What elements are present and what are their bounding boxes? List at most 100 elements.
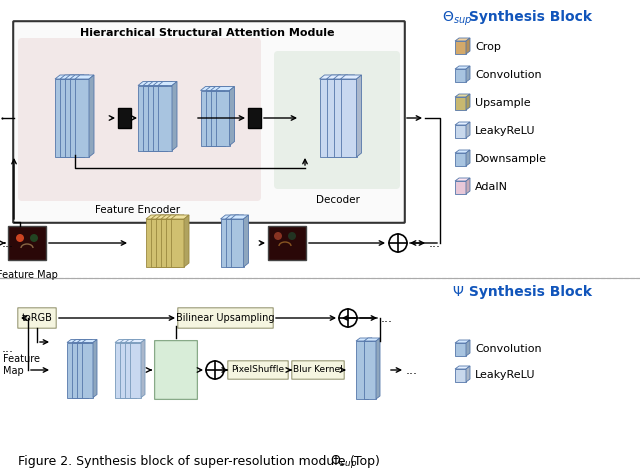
- Text: Downsample: Downsample: [475, 154, 547, 164]
- Polygon shape: [225, 86, 230, 146]
- Text: Upsample: Upsample: [475, 98, 531, 108]
- Text: Synthesis Block: Synthesis Block: [464, 10, 592, 24]
- Polygon shape: [466, 366, 470, 382]
- Polygon shape: [211, 91, 225, 146]
- FancyBboxPatch shape: [18, 38, 261, 201]
- Polygon shape: [349, 75, 355, 157]
- Polygon shape: [65, 75, 84, 79]
- Polygon shape: [184, 215, 189, 267]
- Polygon shape: [455, 94, 470, 97]
- Polygon shape: [167, 82, 172, 151]
- Polygon shape: [356, 75, 362, 157]
- Polygon shape: [455, 340, 470, 343]
- Polygon shape: [93, 339, 97, 398]
- Text: Figure 2. Synthesis block of super-resolution module: Figure 2. Synthesis block of super-resol…: [18, 456, 349, 468]
- Circle shape: [389, 234, 407, 252]
- Polygon shape: [78, 339, 82, 398]
- Polygon shape: [79, 75, 84, 157]
- Polygon shape: [455, 122, 470, 125]
- Polygon shape: [60, 75, 79, 79]
- Text: Blur Kernel: Blur Kernel: [293, 365, 343, 374]
- Circle shape: [288, 232, 296, 240]
- Polygon shape: [455, 366, 470, 369]
- Polygon shape: [156, 215, 174, 219]
- Text: $\Theta_{sup}$: $\Theta_{sup}$: [330, 454, 357, 471]
- Circle shape: [30, 234, 38, 242]
- Polygon shape: [136, 339, 140, 398]
- Polygon shape: [146, 219, 159, 267]
- Polygon shape: [130, 339, 145, 343]
- Polygon shape: [342, 75, 348, 157]
- FancyBboxPatch shape: [268, 226, 306, 260]
- Polygon shape: [152, 82, 157, 151]
- FancyBboxPatch shape: [118, 108, 131, 128]
- Text: ...: ...: [429, 237, 441, 249]
- Polygon shape: [82, 339, 97, 343]
- Polygon shape: [174, 215, 179, 267]
- Polygon shape: [131, 339, 135, 398]
- Polygon shape: [55, 75, 74, 79]
- Polygon shape: [234, 215, 239, 267]
- Polygon shape: [141, 339, 145, 398]
- Polygon shape: [466, 122, 470, 138]
- Polygon shape: [115, 339, 130, 343]
- Polygon shape: [239, 215, 243, 267]
- Polygon shape: [82, 343, 93, 398]
- Polygon shape: [340, 75, 362, 79]
- Polygon shape: [466, 150, 470, 166]
- Polygon shape: [211, 86, 230, 91]
- Polygon shape: [161, 219, 174, 267]
- Polygon shape: [230, 86, 234, 146]
- Polygon shape: [77, 339, 92, 343]
- FancyBboxPatch shape: [292, 361, 344, 379]
- Circle shape: [16, 234, 24, 242]
- Polygon shape: [157, 82, 162, 151]
- Polygon shape: [221, 219, 234, 267]
- Polygon shape: [67, 343, 78, 398]
- Polygon shape: [225, 215, 243, 219]
- Polygon shape: [455, 369, 466, 382]
- FancyBboxPatch shape: [8, 226, 46, 260]
- FancyBboxPatch shape: [13, 21, 405, 223]
- Polygon shape: [230, 215, 248, 219]
- Polygon shape: [166, 219, 179, 267]
- Text: Feature
Map: Feature Map: [3, 354, 40, 376]
- Polygon shape: [364, 341, 376, 399]
- Text: $\Psi$: $\Psi$: [452, 285, 464, 299]
- Circle shape: [274, 232, 282, 240]
- Polygon shape: [171, 215, 189, 219]
- Polygon shape: [159, 215, 164, 267]
- Polygon shape: [172, 82, 177, 151]
- Text: AdaIN: AdaIN: [475, 182, 508, 192]
- Text: $\Theta_{sup}$: $\Theta_{sup}$: [442, 10, 472, 28]
- Polygon shape: [143, 82, 162, 85]
- Polygon shape: [179, 215, 184, 267]
- Text: LeakyReLU: LeakyReLU: [475, 126, 536, 136]
- Polygon shape: [148, 85, 162, 151]
- Polygon shape: [115, 343, 126, 398]
- Text: Feature Encoder: Feature Encoder: [95, 205, 180, 215]
- Polygon shape: [455, 66, 470, 69]
- Polygon shape: [67, 339, 82, 343]
- Polygon shape: [158, 85, 172, 151]
- Polygon shape: [60, 79, 74, 157]
- Polygon shape: [166, 215, 184, 219]
- Polygon shape: [205, 91, 220, 146]
- Polygon shape: [455, 69, 466, 82]
- Polygon shape: [69, 75, 74, 157]
- Polygon shape: [455, 97, 466, 110]
- Polygon shape: [146, 215, 164, 219]
- Polygon shape: [216, 91, 230, 146]
- Text: Decoder: Decoder: [316, 195, 360, 205]
- FancyBboxPatch shape: [248, 108, 261, 128]
- Polygon shape: [200, 86, 220, 91]
- Polygon shape: [153, 85, 167, 151]
- Polygon shape: [216, 86, 234, 91]
- Polygon shape: [88, 339, 92, 398]
- Circle shape: [206, 361, 224, 379]
- Polygon shape: [376, 338, 380, 399]
- Polygon shape: [156, 219, 169, 267]
- Text: ...: ...: [406, 364, 418, 376]
- Polygon shape: [84, 75, 89, 157]
- Polygon shape: [74, 75, 79, 157]
